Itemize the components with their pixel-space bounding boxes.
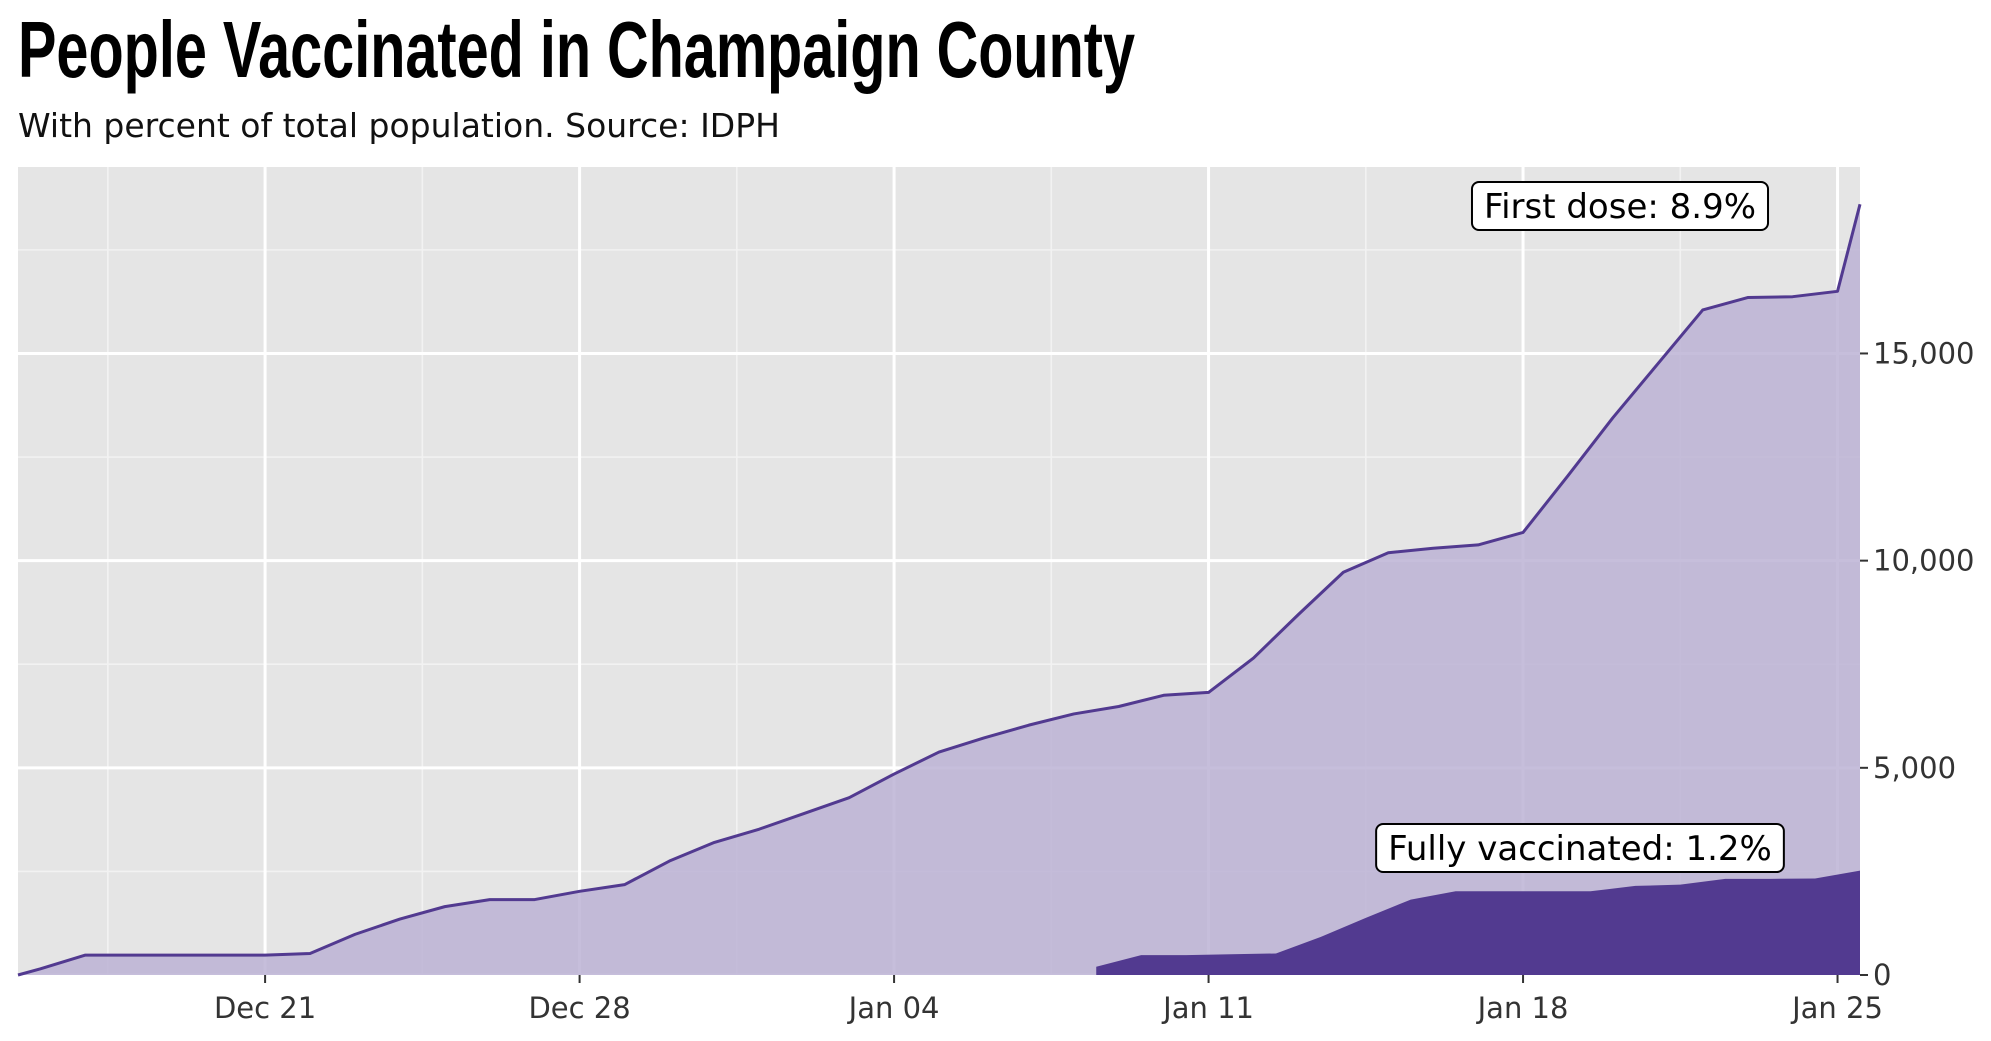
y-tick-label: 15,000 [1873,336,1974,370]
x-tick-label: Jan 04 [847,991,940,1025]
y-tick-label: 0 [1873,958,1891,992]
annotation-text: First dose: 8.9% [1484,187,1756,227]
chart-subtitle: With percent of total population. Source… [18,106,780,145]
area-first-dose [18,204,1860,976]
series-annotations: First dose: 8.9% Fully vaccinated: 1.2% [1375,181,1785,873]
annotation-label: Fully vaccinated: 1.2% [1375,823,1785,873]
annotation-label: First dose: 8.9% [1470,181,1770,231]
series-areas [17,203,1862,977]
y-axis-tick-labels: 0 5,000 10,000 15,000 [1873,336,1974,992]
x-tick-label: Jan 25 [1790,991,1883,1025]
x-tick-label: Dec 28 [528,991,630,1025]
annotation-box [1470,181,1770,231]
annotation-box [1375,823,1785,873]
y-tick-label: 5,000 [1873,751,1956,785]
x-tick-label: Jan 18 [1476,991,1569,1025]
chart-title: People Vaccinated in Champaign County [18,5,1136,94]
y-tick-label: 10,000 [1873,544,1974,578]
axis-ticks [264,352,1868,983]
x-tick-label: Dec 21 [214,991,316,1025]
area-fully-vaccinated [1096,870,1860,975]
x-tick-label: Jan 11 [1161,991,1254,1025]
annotation-text: Fully vaccinated: 1.2% [1388,829,1772,869]
x-axis-tick-labels: Dec 21 Dec 28 Jan 04 Jan 11 Jan 18 Jan 25 [214,991,1883,1025]
line-first-dose [17,203,1862,977]
